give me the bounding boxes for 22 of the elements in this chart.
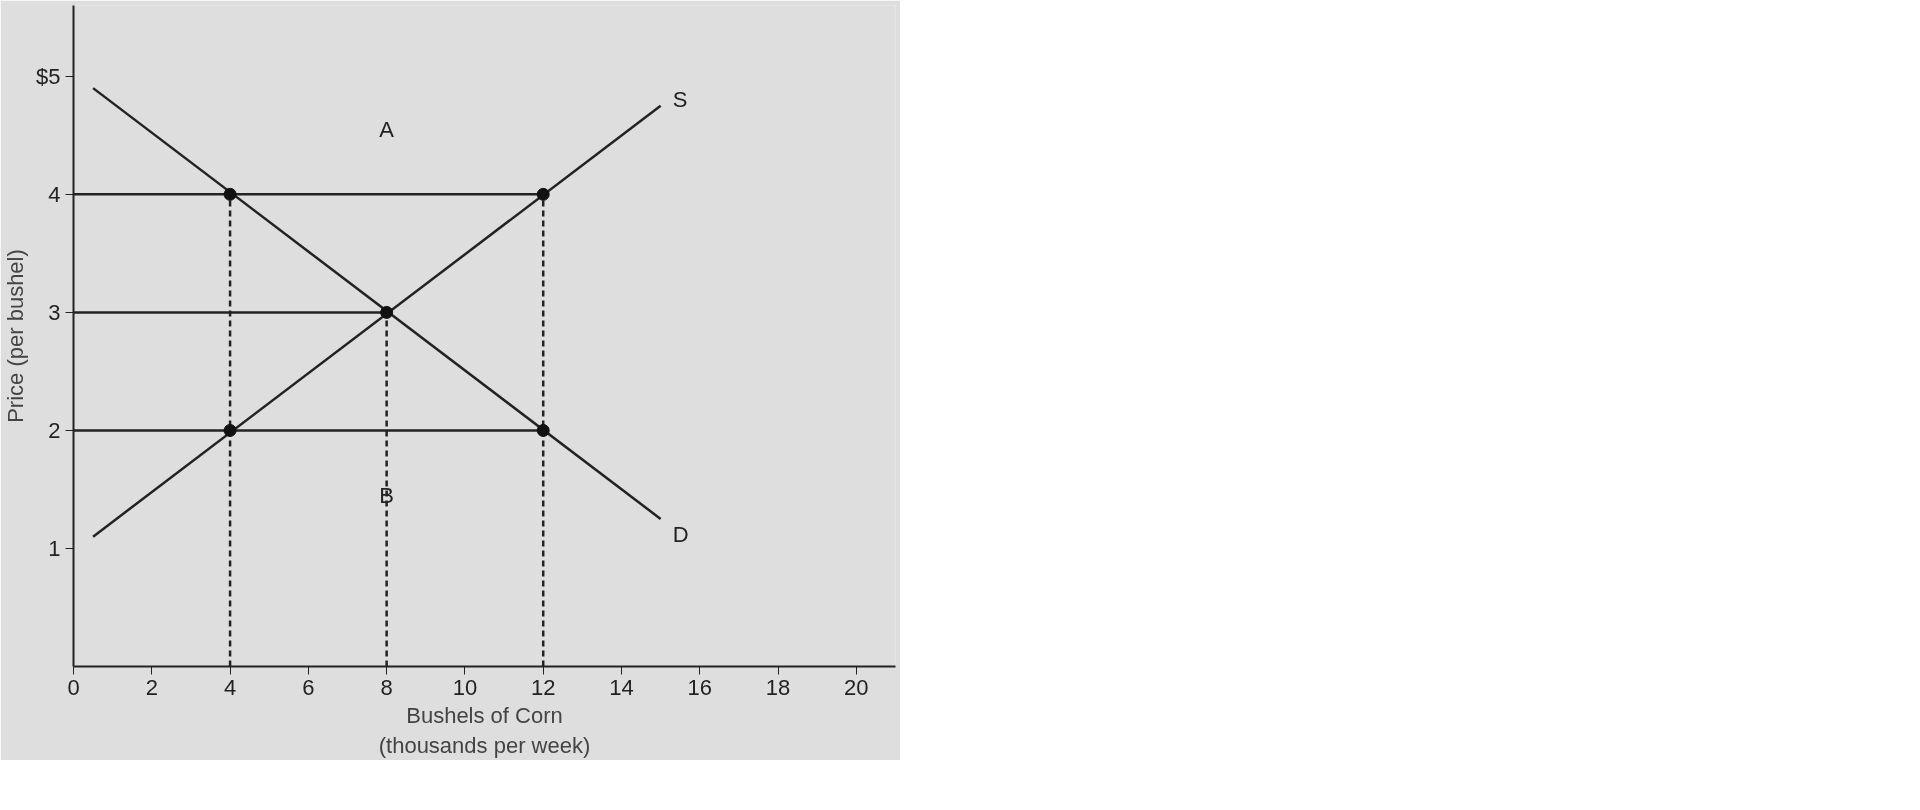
x-tick-label: 4 [223,674,237,700]
x-axis-title: Bushels of Corn (thousands per week) [378,702,591,758]
annotation: B [379,482,394,508]
x-tick-label: 8 [380,674,393,700]
annotation: A [379,116,395,142]
x-tick-label: 0 [67,674,80,700]
x-tick-label: 20 [844,674,869,700]
y-axis-title: Price (per bushel) [3,249,29,423]
x-tick-label: 14 [609,674,634,700]
y-tick-label: 3 [48,299,61,325]
series-label: D [672,521,689,547]
x-tick-label: 2 [145,674,158,700]
y-tick-label: $5 [36,63,61,89]
y-tick-label: 4 [48,181,61,207]
x-tick-label: 16 [687,674,713,700]
x-tick-label: 18 [765,674,791,700]
y-tick-label: 2 [48,417,61,443]
y-tick-label: 1 [48,535,61,561]
series-label: S [672,86,688,112]
x-tick-label: 6 [302,674,315,700]
x-tick-label: 12 [530,674,556,700]
x-tick-label: 10 [452,674,478,700]
